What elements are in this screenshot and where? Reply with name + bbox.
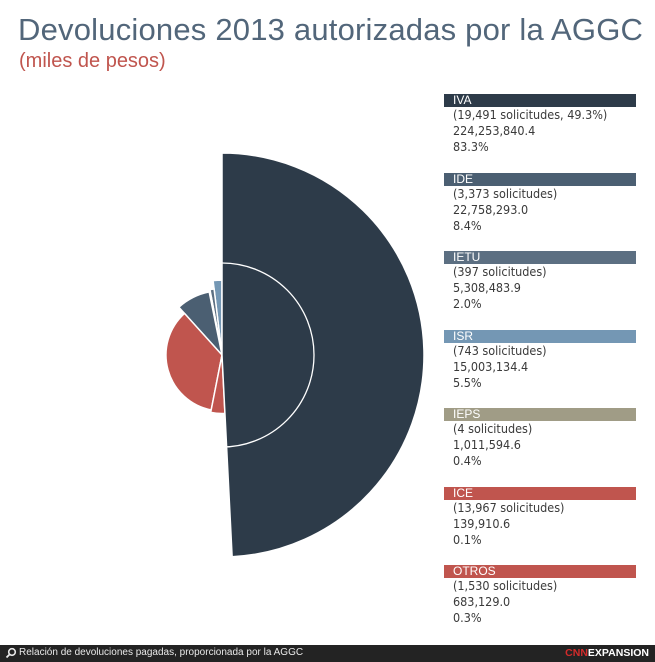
legend-label: IETU (444, 251, 636, 264)
legend-solicitudes: (1,530 solicitudes) (453, 578, 558, 593)
legend-percent: 8.4% (453, 217, 482, 233)
slice-ice (165, 312, 223, 411)
legend-amount: 683,129.0 (453, 594, 511, 609)
slice-iva (221, 152, 425, 558)
legend-amount: 139,910.6 (453, 515, 511, 531)
legend-solicitudes: (3,373 solicitudes) (453, 185, 558, 201)
legend-label: IDE (444, 172, 636, 186)
legend-label: ISR (444, 329, 636, 343)
legend-solicitudes: (397 solicitudes) (453, 264, 547, 279)
reference-circle (129, 262, 315, 448)
magnifier-icon (5, 647, 17, 659)
legend-item-ieps: IEPS (4 solicitudes) 1,011,594.6 0.4% (444, 408, 636, 487)
legend-solicitudes: (19,491 solicitudes, 49.3%) (453, 107, 608, 122)
legend-percent: 0.1% (453, 531, 482, 547)
legend-percent: 2.0% (453, 296, 482, 311)
legend-label: IVA (444, 94, 636, 107)
legend-label: IEPS (444, 408, 636, 421)
legend-item-isr: ISR (743 solicitudes) 15,003,134.4 5.5% (444, 329, 636, 409)
brand-logo: CNNEXPANSION (565, 647, 649, 659)
chart-subtitle: (miles de pesos) (19, 50, 166, 72)
legend-amount: 15,003,134.4 (453, 358, 529, 374)
legend-percent: 5.5% (453, 374, 482, 390)
legend-item-ietu: IETU (397 solicitudes) 5,308,483.9 2.0% (444, 251, 636, 330)
legend-percent: 0.3% (453, 610, 482, 625)
legend-amount: 5,308,483.9 (453, 280, 521, 295)
legend-label: OTROS (444, 565, 636, 578)
slice-ide (177, 291, 224, 358)
legend-amount: 1,011,594.6 (453, 437, 521, 452)
legend-item-otros: OTROS (1,530 solicitudes) 683,129.0 0.3% (444, 565, 636, 644)
legend-percent: 0.4% (453, 453, 482, 468)
legend-item-ide: IDE (3,373 solicitudes) 22,758,293.0 8.4% (444, 172, 636, 252)
legend-item-iva: IVA (19,491 solicitudes, 49.3%) 224,253,84… (444, 94, 636, 173)
legend-amount: 22,758,293.0 (453, 201, 529, 217)
legend-solicitudes: (743 solicitudes) (453, 342, 547, 358)
legend-percent: 83.3% (453, 139, 489, 154)
legend: IVA (19,491 solicitudes, 49.3%) 224,253,84… (444, 94, 636, 644)
chart-title: Devoluciones 2013 autorizadas por la AGG… (18, 12, 644, 47)
legend-amount: 224,253,840.4 (453, 123, 536, 138)
legend-item-ice: ICE (13,967 solicitudes) 139,910.6 0.1% (444, 486, 636, 566)
legend-solicitudes: (4 solicitudes) (453, 421, 533, 436)
legend-solicitudes: (13,967 solicitudes) (453, 499, 565, 515)
source-note: Relación de devoluciones pagadas, propor… (19, 647, 304, 658)
footer-bar: Relación de devoluciones pagadas, propor… (0, 645, 655, 662)
legend-label: ICE (444, 486, 636, 500)
